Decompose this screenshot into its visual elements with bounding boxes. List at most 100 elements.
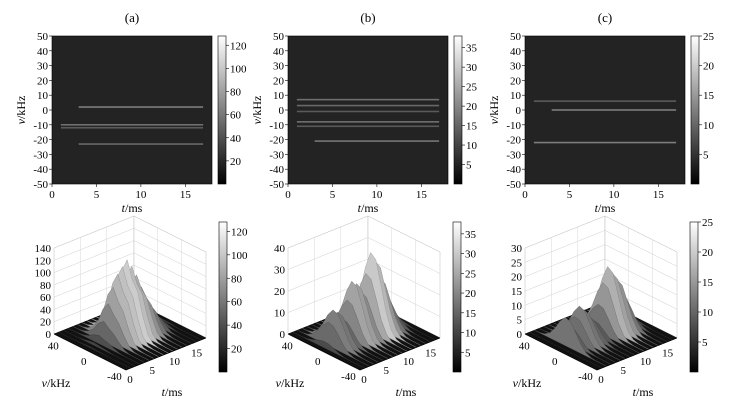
t-axis-label-unit: /ms [165,385,183,399]
colorbar-tick-label: 60 [231,297,243,309]
surface-slice [297,322,370,367]
v-axis-label-var: v [42,376,48,390]
heatmap-panel: (a) -50 -40 -30 -20 -10 0 10 20 30 40 50 0 5 10 15 t/ms v… [14,10,247,215]
x-tick-label: 15 [653,189,665,201]
spectral-line [296,98,440,101]
t-tick-label: 0 [127,374,133,386]
y-tick-label: 30 [37,61,49,73]
colorbar-tick-label: 20 [230,156,242,168]
z-gridline [287,237,441,274]
colorbar-tick-label: 15 [702,277,714,289]
y-tick-label: -20 [33,135,48,147]
colorbar-tick-label: 120 [230,40,247,52]
v-axis-label-unit: /kHz [47,376,70,390]
y-tick-label: -30 [33,149,48,161]
heatmap-panel: (c) -50 -40 -30 -20 -10 0 10 20 30 40 50 0 5 10 15 t/ms v… [487,10,715,215]
v-tick-label: -40 [341,371,356,383]
z-tick-label: 10 [274,308,286,320]
z-tick-label: 0 [517,329,523,341]
colorbar-tick-label: 20 [703,61,715,73]
colorbar-tick-label: 30 [466,62,478,74]
z-tick-label: 40 [40,304,52,316]
colorbar-tick-label: 5 [702,337,708,349]
t-axis-label-unit: /ms [636,385,654,399]
colorbar-bar [217,35,227,185]
spectral-line [296,104,440,107]
z-gridline [287,258,441,296]
y-axis-label-var: v [250,118,264,124]
spectral-line [60,124,204,126]
colorbar-tick-label: 25 [466,82,478,94]
z-gridline [53,240,207,277]
colorbar: 5 10 15 20 25 [689,217,714,373]
t-axis-label: t/ms [633,385,654,399]
x-axis-label: t/ms [595,201,616,215]
y-tick-label: -10 [269,120,284,132]
spectral-line [296,110,440,113]
y-tick-label: 20 [273,75,285,87]
z-tick-label: 40 [274,243,286,255]
y-tick-label: -30 [506,149,521,161]
v-tick-label: -40 [578,371,593,383]
surface-slice [292,331,366,369]
t-tick-label: 10 [640,356,652,368]
t-axis-label-var: t [633,385,637,399]
colorbar-tick-label: 10 [702,307,714,319]
y-tick-label: 30 [510,61,522,73]
v-axis-label-var: v [276,376,282,390]
y-tick-label: -20 [269,135,284,147]
colorbar-tick-label: 10 [466,140,478,152]
t-tick-label: 10 [169,356,181,368]
z-gridline [53,252,207,290]
v-axis-label: v/kHz [276,376,305,390]
y-tick-label: 10 [37,90,49,102]
surface-slice [63,329,136,367]
y-axis-label: v/kHz [14,96,28,125]
x-axis-label-unit: /ms [125,201,143,215]
v-axis-label: v/kHz [513,376,542,390]
y-tick-label: 40 [510,46,522,58]
colorbar-tick-label: 40 [231,320,243,332]
y-tick-label: 20 [510,75,522,87]
y-axis-label-unit: /kHz [250,96,264,119]
x-axis-label-var: t [358,201,362,215]
z-gridline [53,228,207,265]
y-tick-label: 50 [510,31,522,43]
y-axis-label-unit: /kHz [487,96,501,119]
colorbar-tick-label: 5 [466,160,472,172]
y-tick-label: 10 [273,90,285,102]
y-tick-label: -50 [506,179,521,191]
z-gridline [53,264,207,302]
v-tick-label: -40 [107,371,122,383]
colorbar: 5 10 15 20 25 [690,31,715,185]
z-tick-label: 140 [35,243,52,255]
surface-slice [58,331,132,369]
panel-label: (c) [598,10,612,25]
colorbar-tick-label: 20 [231,344,243,356]
x-tick-label: 0 [285,189,291,201]
x-tick-label: 10 [135,189,147,201]
y-tick-label: 50 [37,31,49,43]
surface-slice [72,321,146,363]
y-tick-label: -20 [506,135,521,147]
t-tick-label: 5 [149,365,155,377]
z-tick-label: 30 [274,265,286,277]
colorbar-tick-label: 10 [703,120,715,132]
t-axis-label-var: t [162,385,166,399]
heatmap-background [52,36,212,184]
z-gridline [524,215,678,253]
y-tick-label: 0 [43,105,49,117]
v-tick-label: 40 [519,341,531,353]
z-tick-label: 20 [40,317,52,329]
v-axis-label: v/kHz [42,376,71,390]
heatmap-background [288,36,448,184]
y-tick-label: -50 [33,179,48,191]
x-axis-label: t/ms [122,201,143,215]
z-gridline [53,215,207,253]
colorbar-tick-label: 10 [465,328,477,340]
x-tick-label: 10 [371,189,383,201]
v-axis-label-var: v [513,376,519,390]
